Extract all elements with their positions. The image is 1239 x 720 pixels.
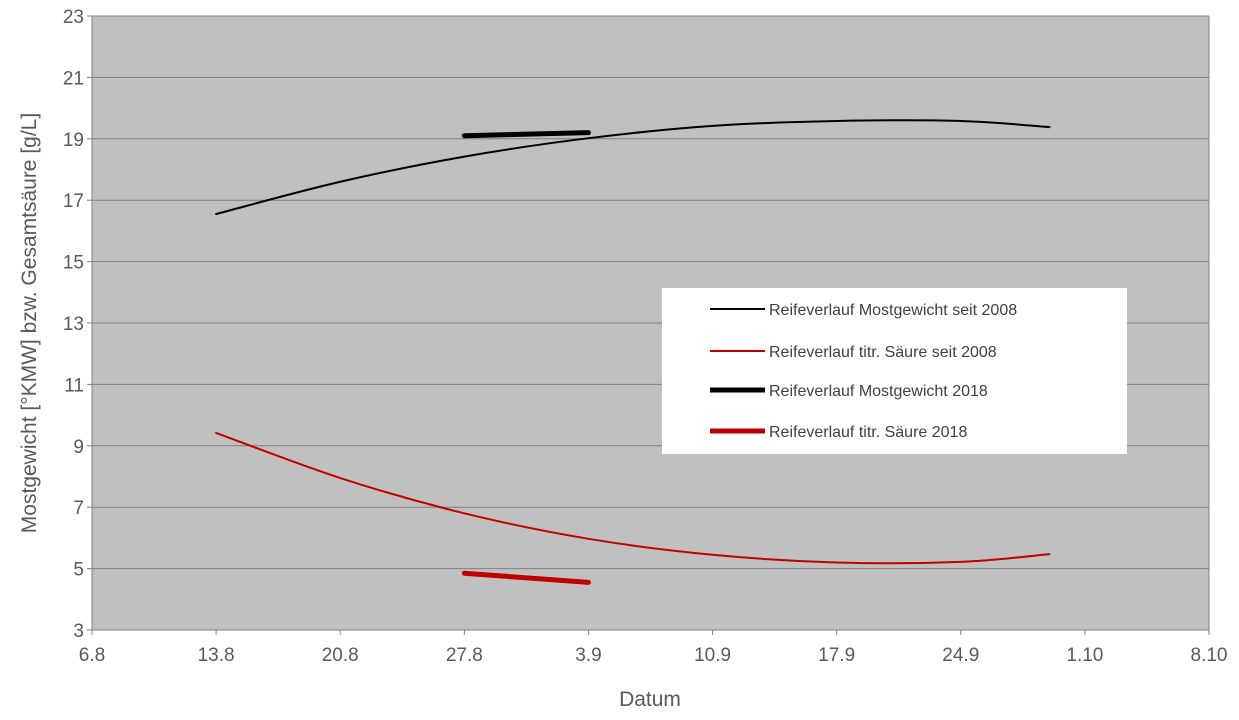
series-line-0 — [215, 119, 1051, 216]
legend-label-mostgewicht-2018: Reifeverlauf Mostgewicht 2018 — [769, 383, 988, 400]
y-tick-label: 9 — [73, 437, 84, 458]
legend-label-saeure-2018: Reifeverlauf titr. Säure 2018 — [769, 424, 967, 441]
x-tick-label: 13.8 — [198, 645, 235, 666]
y-tick-label: 7 — [73, 498, 84, 519]
legend-box — [662, 288, 1127, 454]
legend-label-mostgewicht-seit-2008: Reifeverlauf Mostgewicht seit 2008 — [769, 302, 1017, 319]
x-tick-label: 8.10 — [1191, 645, 1228, 666]
x-tick-label: 17.9 — [818, 645, 855, 666]
x-tick-label: 1.10 — [1066, 645, 1103, 666]
y-tick-label: 13 — [63, 314, 84, 335]
series-lines — [215, 119, 1051, 585]
y-tick-label: 3 — [73, 621, 84, 642]
y-tick-label: 23 — [63, 7, 84, 28]
y-tick-label: 5 — [73, 560, 84, 581]
y-tick-label: 21 — [63, 68, 84, 89]
legend: Reifeverlauf Mostgewicht seit 2008 Reife… — [662, 288, 1127, 454]
x-tick-label: 27.8 — [446, 645, 483, 666]
x-tick-label: 24.9 — [942, 645, 979, 666]
y-tick-label: 15 — [63, 253, 84, 274]
y-tick-labels: 3 5 7 9 11 13 15 17 19 21 23 — [63, 7, 92, 642]
legend-label-saeure-seit-2008: Reifeverlauf titr. Säure seit 2008 — [769, 344, 997, 361]
x-axis-title: Datum — [619, 688, 681, 711]
y-tick-label: 19 — [63, 130, 84, 151]
y-tick-label: 17 — [63, 191, 84, 212]
x-tick-label: 6.8 — [79, 645, 105, 666]
y-axis-title: Mostgewicht [°KMW] bzw. Gesamtsäure [g/L… — [18, 113, 41, 533]
gridlines — [92, 76, 1209, 570]
series-line-2 — [461, 130, 591, 139]
series-line-3 — [461, 570, 591, 585]
x-tick-label: 10.9 — [694, 645, 731, 666]
x-tick-labels: 6.8 13.8 20.8 27.8 3.9 10.9 17.9 24.9 1.10 8.10 — [79, 630, 1228, 666]
x-tick-label: 20.8 — [322, 645, 359, 666]
y-tick-label: 11 — [64, 375, 84, 396]
series-line-1 — [215, 431, 1051, 565]
x-tick-label: 3.9 — [575, 645, 601, 666]
